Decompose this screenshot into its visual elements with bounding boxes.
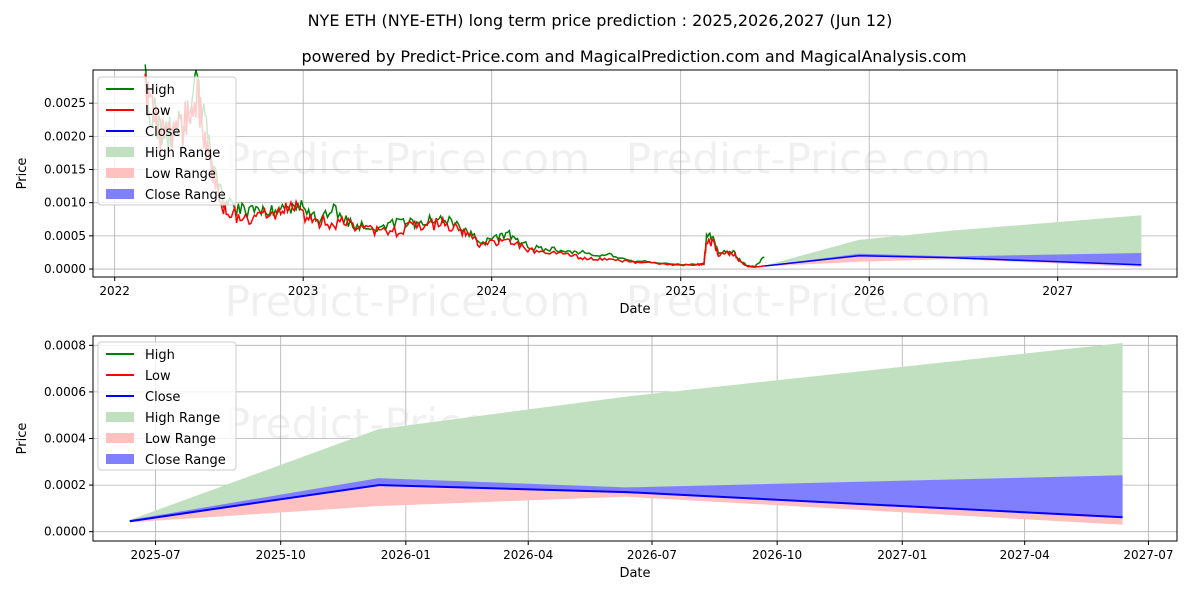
- legend-label: Close: [145, 125, 180, 140]
- x-tick-label: 2026-04: [503, 548, 553, 562]
- y-tick-label: 0.0025: [44, 96, 86, 110]
- y-tick-label: 0.0002: [44, 478, 86, 492]
- legend-swatch-close-range: [106, 454, 134, 464]
- y-tick-label: 0.0020: [44, 129, 86, 143]
- legend-label: Low Range: [145, 432, 216, 447]
- y-axis-label: Price: [15, 423, 30, 455]
- legend-label: High Range: [145, 146, 220, 161]
- legend-label: High Range: [145, 411, 220, 426]
- x-tick-label: 2027-07: [1123, 548, 1173, 562]
- y-axis-label: Price: [15, 158, 30, 190]
- x-axis-label: Date: [619, 566, 650, 581]
- x-tick-label: 2027-01: [877, 548, 927, 562]
- legend-label: Close Range: [145, 188, 226, 203]
- x-tick-label: 2022: [99, 284, 130, 298]
- legend-label: Low Range: [145, 167, 216, 182]
- watermark: Predict-Price.com: [225, 277, 590, 326]
- legend-swatch-low-range: [106, 433, 134, 443]
- x-tick-label: 2023: [288, 284, 319, 298]
- y-tick-label: 0.0000: [44, 262, 86, 276]
- x-axis-label: Date: [619, 302, 650, 317]
- x-tick-label: 2026-01: [381, 548, 431, 562]
- legend-label: Low: [145, 104, 171, 119]
- legend-label: High: [145, 83, 175, 98]
- x-tick-label: 2025-07: [130, 548, 180, 562]
- watermark: Predict-Price.com: [225, 135, 590, 184]
- legend-swatch-low-range: [106, 168, 134, 178]
- y-tick-label: 0.0000: [44, 525, 86, 539]
- chart-subtitle: powered by Predict-Price.com and Magical…: [301, 47, 966, 66]
- legend-label: Close Range: [145, 453, 226, 468]
- legend-label: Close: [145, 390, 180, 405]
- x-tick-label: 2025-10: [256, 548, 306, 562]
- legend-swatch-high-range: [106, 412, 134, 422]
- x-tick-label: 2025: [665, 284, 696, 298]
- legend-label: High: [145, 348, 175, 363]
- y-tick-label: 0.0006: [44, 385, 86, 399]
- y-tick-label: 0.0010: [44, 196, 86, 210]
- y-tick-label: 0.0004: [44, 432, 86, 446]
- legend-label: Low: [145, 369, 171, 384]
- legend-swatch-close-range: [106, 189, 134, 199]
- x-tick-label: 2024: [476, 284, 507, 298]
- bottom-chart: Predict-Price.comPredict-Price.com2025-0…: [15, 336, 1177, 581]
- x-tick-label: 2027-04: [1000, 548, 1050, 562]
- x-tick-label: 2027: [1042, 284, 1073, 298]
- x-tick-label: 2026-10: [752, 548, 802, 562]
- legend-swatch-high-range: [106, 147, 134, 157]
- x-tick-label: 2026-07: [627, 548, 677, 562]
- y-tick-label: 0.0005: [44, 229, 86, 243]
- y-tick-label: 0.0008: [44, 338, 86, 352]
- chart-title: NYE ETH (NYE-ETH) long term price predic…: [308, 11, 893, 30]
- y-tick-label: 0.0015: [44, 163, 86, 177]
- x-tick-label: 2026: [854, 284, 885, 298]
